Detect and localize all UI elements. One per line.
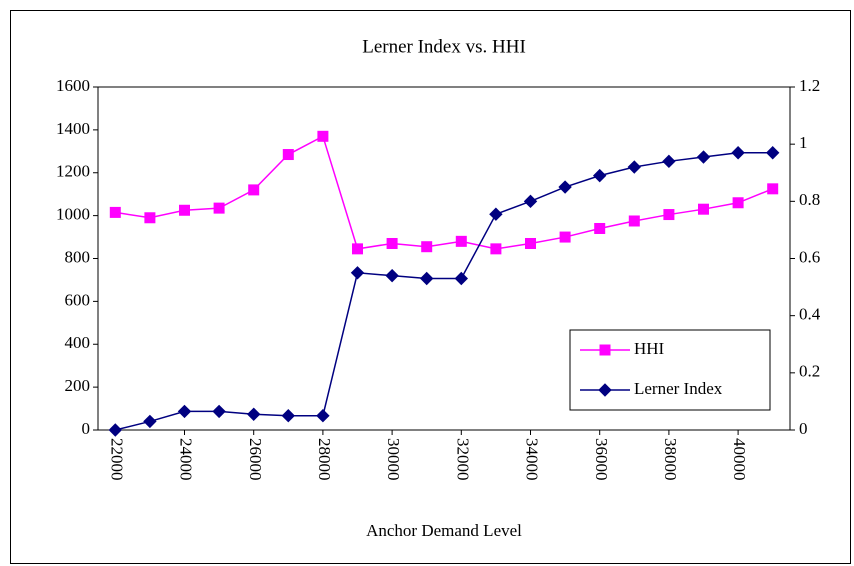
marker xyxy=(213,202,225,214)
marker xyxy=(316,409,330,423)
y-tick-label: 200 xyxy=(65,376,91,395)
y-tick-label: 400 xyxy=(65,333,91,352)
marker xyxy=(421,241,433,253)
marker xyxy=(212,404,226,419)
legend-box xyxy=(569,329,771,411)
marker xyxy=(455,235,467,247)
marker xyxy=(662,154,676,169)
marker xyxy=(525,237,536,249)
x-tick-label: 28000 xyxy=(315,438,334,481)
marker xyxy=(767,183,779,195)
marker xyxy=(350,266,365,280)
legend-label: Lerner Index xyxy=(634,379,723,398)
x-tick-label: 32000 xyxy=(453,438,472,481)
y2-tick-label: 1.2 xyxy=(799,76,820,95)
x-tick-label: 40000 xyxy=(730,438,749,481)
y2-tick-label: 0.6 xyxy=(799,247,820,266)
y-tick-label: 1600 xyxy=(56,76,90,95)
marker xyxy=(246,407,261,421)
marker xyxy=(385,268,399,283)
series-line xyxy=(115,135,773,250)
marker xyxy=(627,160,642,174)
marker xyxy=(177,404,192,419)
marker xyxy=(628,215,640,227)
marker xyxy=(663,209,675,221)
legend-label: HHI xyxy=(634,339,665,358)
marker xyxy=(598,383,612,397)
marker xyxy=(281,409,296,423)
marker xyxy=(108,423,123,437)
y2-tick-label: 0 xyxy=(799,419,808,438)
marker xyxy=(698,203,709,215)
marker xyxy=(523,194,538,209)
y-tick-label: 0 xyxy=(82,419,91,438)
y-tick-label: 1000 xyxy=(56,205,90,224)
y-tick-label: 1400 xyxy=(56,119,90,138)
y2-tick-label: 0.2 xyxy=(799,362,820,381)
marker xyxy=(731,146,745,160)
x-tick-label: 36000 xyxy=(592,438,611,481)
marker xyxy=(599,344,611,356)
marker xyxy=(454,271,469,286)
marker xyxy=(386,237,398,249)
marker xyxy=(248,184,260,196)
y2-tick-label: 1 xyxy=(799,133,808,152)
marker xyxy=(109,206,121,218)
x-tick-label: 26000 xyxy=(246,438,265,481)
marker xyxy=(352,243,363,255)
marker xyxy=(143,414,157,429)
marker xyxy=(592,168,607,183)
marker xyxy=(144,212,156,224)
marker xyxy=(559,231,571,243)
marker xyxy=(419,271,434,286)
x-axis-label: Anchor Demand Level xyxy=(366,521,522,540)
x-tick-label: 38000 xyxy=(661,438,680,481)
chart-frame xyxy=(10,10,851,564)
marker xyxy=(282,149,294,161)
y2-tick-label: 0.4 xyxy=(799,305,821,324)
x-tick-label: 24000 xyxy=(177,438,196,481)
y2-tick-label: 0.8 xyxy=(799,190,820,209)
marker xyxy=(732,197,744,209)
y-tick-label: 600 xyxy=(65,290,91,309)
marker xyxy=(489,207,503,221)
y-tick-label: 1200 xyxy=(56,162,90,181)
marker xyxy=(696,150,711,164)
chart-title: Lerner Index vs. HHI xyxy=(362,36,526,57)
x-tick-label: 22000 xyxy=(107,438,126,481)
marker xyxy=(317,130,329,142)
marker xyxy=(490,243,502,255)
marker xyxy=(179,204,190,216)
marker xyxy=(594,222,606,234)
x-tick-label: 30000 xyxy=(384,438,403,481)
marker xyxy=(558,180,572,194)
y-tick-label: 800 xyxy=(65,247,91,266)
x-tick-label: 34000 xyxy=(523,438,542,481)
marker xyxy=(765,146,780,160)
